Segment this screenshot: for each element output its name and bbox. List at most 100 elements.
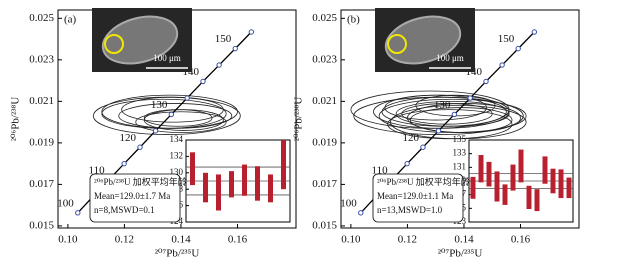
age-label: 120: [119, 132, 136, 144]
error-ellipse: [143, 109, 224, 131]
concordia-point: [168, 111, 175, 118]
age-bar: [542, 156, 548, 184]
x-tick-label: 0.16: [228, 234, 248, 246]
inset-tick-label: 133: [453, 148, 467, 158]
concordia-point: [232, 45, 238, 52]
y-axis-title: ²⁰⁶Pb/²³⁸U: [10, 97, 22, 142]
legend-text: n=13,MSWD=1.0: [377, 205, 443, 215]
concordia-point: [216, 62, 222, 68]
age-bar: [229, 171, 234, 198]
error-ellipse: [92, 96, 241, 135]
grain: [384, 15, 462, 65]
age-bar: [478, 155, 484, 183]
age-bar: [494, 171, 500, 202]
legend-text: Mean=129.0±1.7 Ma: [94, 191, 170, 201]
age-bar: [470, 176, 476, 199]
legend-box: [89, 173, 181, 223]
x-tick-label: 0.10: [58, 234, 78, 246]
age-label: 110: [372, 165, 389, 177]
concordia-point: [420, 144, 426, 150]
age-bar: [242, 164, 247, 196]
age-bar: [566, 177, 572, 199]
y-tick-label: 0.023: [29, 53, 54, 65]
y-tick-label: 0.019: [29, 136, 54, 148]
y-tick-label: 0.023: [312, 53, 337, 65]
inset-tick-label: 134: [170, 134, 184, 144]
error-ellipse: [118, 103, 233, 129]
y-tick-label: 0.019: [312, 136, 337, 148]
x-tick-label: 0.14: [454, 234, 474, 246]
x-tick-label: 0.12: [115, 234, 134, 246]
legend-text: n=8,MSWD=0.1: [94, 205, 155, 215]
error-ellipse: [101, 98, 227, 129]
age-bar: [502, 184, 508, 205]
age-label: 150: [498, 33, 515, 45]
concordia-point: [121, 160, 127, 167]
concordia-point: [248, 29, 255, 35]
y-tick-label: 0.017: [29, 178, 54, 190]
inset-tick-label: 130: [170, 167, 184, 177]
age-bar: [526, 185, 532, 210]
age-bar: [190, 152, 195, 186]
y-tick-label: 0.015: [312, 219, 337, 231]
y-tick-label: 0.021: [312, 95, 337, 107]
concordia-point: [200, 78, 206, 85]
x-axis-title: ²⁰⁷Pb/²³⁵U: [438, 248, 483, 260]
y-tick-label: 0.017: [312, 178, 337, 190]
grain: [101, 15, 179, 65]
age-bar: [281, 140, 286, 190]
age-bar: [518, 149, 524, 183]
x-tick-label: 0.14: [171, 234, 191, 246]
age-label: 120: [402, 132, 419, 144]
age-label: 130: [151, 99, 168, 111]
age-bar: [550, 168, 556, 194]
spot: [387, 34, 407, 54]
legend-text: ²⁰⁶Pb/²³⁸U 加权平均年龄: [377, 176, 470, 187]
age-bar: [510, 164, 516, 191]
concordia-point: [499, 62, 505, 68]
age-bar: [216, 174, 221, 211]
age-label: 130: [434, 99, 451, 111]
error-ellipse: [387, 109, 513, 140]
age-label: 100: [57, 197, 74, 209]
x-tick-label: 0.16: [511, 234, 531, 246]
age-label: 100: [340, 197, 357, 209]
inset-tick-label: 132: [170, 150, 184, 160]
error-ellipse: [395, 100, 510, 127]
concordia-point: [184, 95, 190, 101]
y-tick-label: 0.025: [312, 12, 337, 24]
age-bar: [268, 174, 273, 203]
concordia-point: [531, 29, 538, 35]
inset-tick-label: 135: [453, 134, 467, 144]
legend-box: [372, 173, 464, 223]
concordia-point: [435, 128, 442, 134]
concordia-point: [515, 45, 521, 52]
legend-text: ²⁰⁶Pb/²³⁸U 加权平均年龄: [94, 176, 187, 187]
scale-text: 100 μm: [153, 53, 181, 63]
age-bar: [255, 166, 260, 201]
age-label: 110: [89, 165, 106, 177]
x-tick-label: 0.10: [341, 234, 361, 246]
x-tick-label: 0.12: [398, 234, 417, 246]
error-ellipse: [135, 111, 227, 133]
age-label: 150: [215, 33, 232, 45]
concordia-point: [75, 210, 81, 216]
concordia-point: [483, 78, 489, 85]
y-axis-title: ²⁰⁶Pb/²³⁸U: [293, 97, 305, 142]
concordia-point: [358, 210, 364, 216]
y-tick-label: 0.015: [29, 219, 54, 231]
concordia-point: [152, 128, 159, 134]
panel-label: (b): [347, 14, 360, 26]
concordia-point: [467, 95, 473, 101]
age-bar: [486, 161, 492, 187]
concordia-point: [451, 111, 458, 118]
error-ellipse: [350, 90, 510, 129]
concordia-point: [404, 160, 410, 167]
spot: [104, 34, 124, 54]
inset-tick-label: 131: [453, 161, 467, 171]
age-bar: [203, 172, 208, 203]
legend-text: Mean=129.0±1.1 Ma: [377, 191, 453, 201]
y-tick-label: 0.025: [29, 12, 54, 24]
concordia-point: [137, 144, 143, 150]
